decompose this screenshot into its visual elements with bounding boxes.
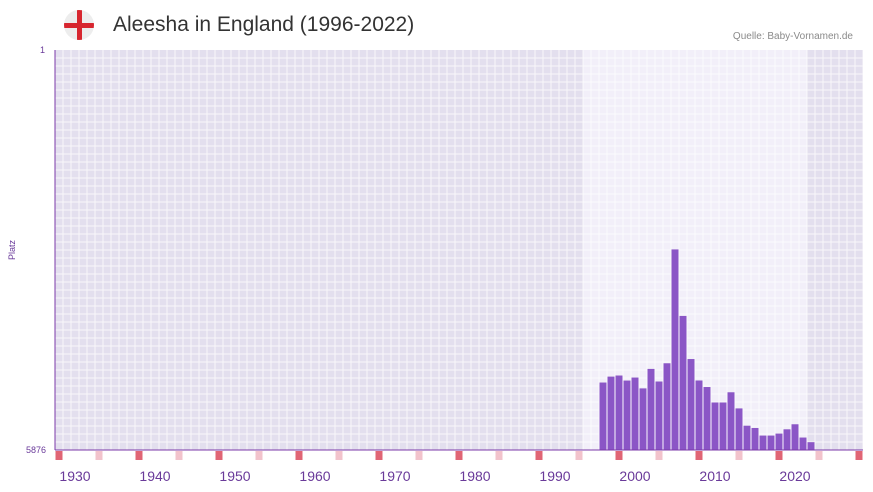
bar-2021 xyxy=(799,437,807,450)
minor-marker-2013 xyxy=(735,451,743,460)
x-tick-label-1940: 1940 xyxy=(139,468,170,484)
decade-marker-1978 xyxy=(455,451,463,460)
x-tick-label-2000: 2000 xyxy=(619,468,650,484)
x-tick-label-1930: 1930 xyxy=(59,468,90,484)
decade-marker-1928 xyxy=(55,451,63,460)
england-flag-icon xyxy=(64,10,94,40)
bar-2010 xyxy=(711,402,719,450)
bar-2003 xyxy=(655,381,663,450)
minor-marker-1993 xyxy=(575,451,583,460)
bar-2017 xyxy=(767,435,775,450)
bar-series xyxy=(599,249,815,450)
bar-2019 xyxy=(783,429,791,450)
decade-marker-1998 xyxy=(615,451,623,460)
minor-marker-1983 xyxy=(495,451,503,460)
decade-marker-1938 xyxy=(135,451,143,460)
bar-2007 xyxy=(687,359,695,450)
decade-marker-1988 xyxy=(535,451,543,460)
minor-marker-1953 xyxy=(255,451,263,460)
bar-2005 xyxy=(671,249,679,450)
minor-marker-1963 xyxy=(335,451,343,460)
bar-2015 xyxy=(751,428,759,450)
x-tick-label-1960: 1960 xyxy=(299,468,330,484)
minor-marker-2023 xyxy=(815,451,823,460)
x-tick-label-1980: 1980 xyxy=(459,468,490,484)
bar-1997 xyxy=(607,376,615,450)
bar-2016 xyxy=(759,435,767,450)
bar-2022 xyxy=(807,442,815,450)
bar-2002 xyxy=(647,368,655,450)
bar-2000 xyxy=(631,377,639,450)
bar-2004 xyxy=(663,363,671,450)
minor-marker-1933 xyxy=(95,451,103,460)
bar-2018 xyxy=(775,433,783,450)
x-tick-label-2020: 2020 xyxy=(779,468,810,484)
minor-marker-1943 xyxy=(175,451,183,460)
x-tick-label-1970: 1970 xyxy=(379,468,410,484)
bar-1998 xyxy=(615,375,623,450)
decade-marker-2028 xyxy=(855,451,863,460)
decade-marker-1948 xyxy=(215,451,223,460)
bar-2011 xyxy=(719,402,727,450)
bar-1999 xyxy=(623,380,631,450)
decade-marker-2018 xyxy=(775,451,783,460)
minor-marker-1973 xyxy=(415,451,423,460)
decade-marker-1958 xyxy=(295,451,303,460)
chart-title: Aleesha in England (1996-2022) xyxy=(113,13,415,36)
bar-2020 xyxy=(791,424,799,450)
decade-marker-1968 xyxy=(375,451,383,460)
x-tick-label-2010: 2010 xyxy=(699,468,730,484)
bar-2009 xyxy=(703,387,711,450)
x-tick-label-1950: 1950 xyxy=(219,468,250,484)
bar-2012 xyxy=(727,392,735,450)
bar-1996 xyxy=(599,382,607,450)
bar-2008 xyxy=(695,380,703,450)
source-credit: Quelle: Baby-Vornamen.de xyxy=(732,31,853,42)
bar-2001 xyxy=(639,388,647,450)
y-tick-label-top: 1 xyxy=(40,45,45,55)
bar-2006 xyxy=(679,315,687,450)
decade-marker-2008 xyxy=(695,451,703,460)
bar-2013 xyxy=(735,408,743,450)
y-axis-title: Platz xyxy=(7,239,17,260)
x-tick-label-1990: 1990 xyxy=(539,468,570,484)
y-tick-label-bottom: 5876 xyxy=(26,445,46,455)
bar-2014 xyxy=(743,425,751,450)
minor-marker-2003 xyxy=(655,451,663,460)
chart-header: Aleesha in England (1996-2022) Quelle: B… xyxy=(0,0,873,50)
